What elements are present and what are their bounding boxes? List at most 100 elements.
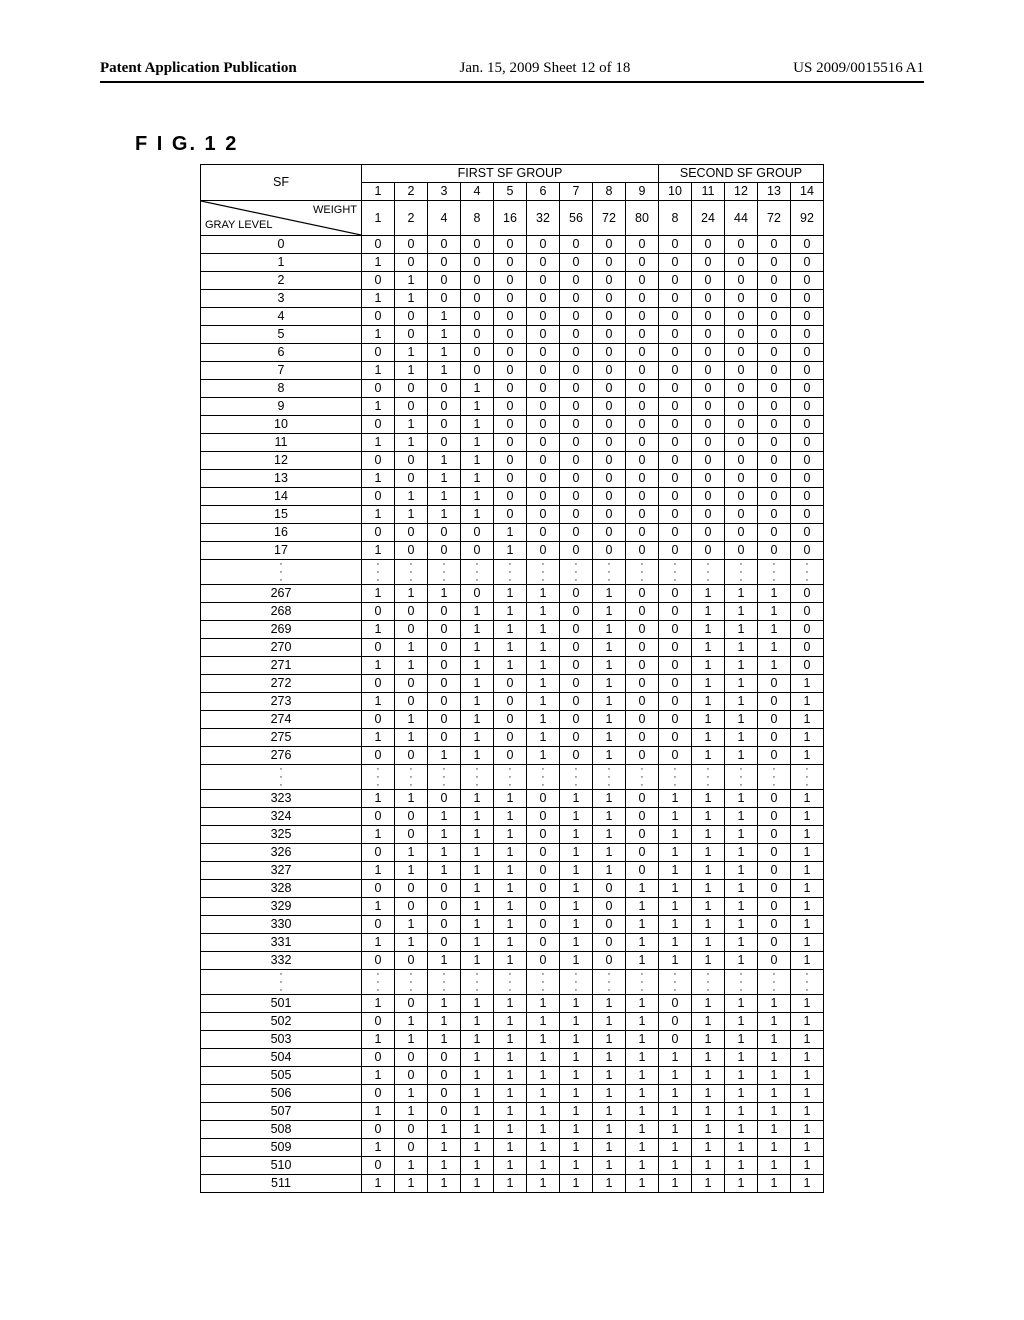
cell-323-1: 1 [362,790,395,808]
cell-508-7: 1 [560,1121,593,1139]
cell-510-2: 1 [395,1157,428,1175]
cell-510-13: 1 [758,1157,791,1175]
cell-508-12: 1 [725,1121,758,1139]
cell-507-2: 1 [395,1103,428,1121]
cell-0-8: 0 [593,236,626,254]
cell-275-3: 0 [428,729,461,747]
cell-508-10: 1 [659,1121,692,1139]
cell-331-13: 0 [758,934,791,952]
cell-324-3: 1 [428,808,461,826]
cell-505-10: 1 [659,1067,692,1085]
page-header: Patent Application Publication Jan. 15, … [100,60,924,83]
cell-2-5: 0 [494,272,527,290]
cell-507-13: 1 [758,1103,791,1121]
cell-6-4: 0 [461,344,494,362]
cell-9-13: 0 [758,398,791,416]
cell-511-1: 1 [362,1175,395,1193]
cell-11-3: 0 [428,434,461,452]
cell-507-1: 1 [362,1103,395,1121]
cell-501-7: 1 [560,995,593,1013]
cell-275-5: 0 [494,729,527,747]
vdots-cell: ··· [692,765,725,790]
cell-268-14: 0 [791,603,824,621]
cell-505-8: 1 [593,1067,626,1085]
cell-5-1: 1 [362,326,395,344]
cell-511-3: 1 [428,1175,461,1193]
cell-0-1: 0 [362,236,395,254]
cell-272-5: 0 [494,675,527,693]
cell-506-11: 1 [692,1085,725,1103]
vdots-cell: ··· [725,970,758,995]
cell-276-14: 1 [791,747,824,765]
cell-13-14: 0 [791,470,824,488]
cell-267-10: 0 [659,585,692,603]
cell-12-3: 1 [428,452,461,470]
cell-328-4: 1 [461,880,494,898]
cell-8-9: 0 [626,380,659,398]
cell-274-12: 1 [725,711,758,729]
cell-16-9: 0 [626,524,659,542]
cell-324-6: 0 [527,808,560,826]
cell-267-3: 1 [428,585,461,603]
vdots-cell: ··· [362,765,395,790]
cell-4-8: 0 [593,308,626,326]
vdots-cell: ··· [395,970,428,995]
cell-5-9: 0 [626,326,659,344]
cell-329-1: 1 [362,898,395,916]
cell-509-7: 1 [560,1139,593,1157]
cell-4-14: 0 [791,308,824,326]
cell-15-12: 0 [725,506,758,524]
vdots-cell: ··· [362,560,395,585]
weight-12: 44 [725,201,758,236]
cell-4-3: 1 [428,308,461,326]
cell-510-9: 1 [626,1157,659,1175]
cell-0-13: 0 [758,236,791,254]
cell-2-7: 0 [560,272,593,290]
cell-2-1: 0 [362,272,395,290]
cell-330-12: 1 [725,916,758,934]
graylevel-275: 275 [201,729,362,747]
cell-501-5: 1 [494,995,527,1013]
cell-271-13: 1 [758,657,791,675]
cell-0-9: 0 [626,236,659,254]
cell-326-2: 1 [395,844,428,862]
cell-324-8: 1 [593,808,626,826]
sf-header-cell: SF [201,165,362,201]
cell-11-4: 1 [461,434,494,452]
cell-16-10: 0 [659,524,692,542]
cell-7-14: 0 [791,362,824,380]
graylevel-0: 0 [201,236,362,254]
cell-268-2: 0 [395,603,428,621]
cell-502-11: 1 [692,1013,725,1031]
cell-16-8: 0 [593,524,626,542]
cell-510-1: 0 [362,1157,395,1175]
cell-507-14: 1 [791,1103,824,1121]
cell-332-12: 1 [725,952,758,970]
cell-15-11: 0 [692,506,725,524]
cell-268-12: 1 [725,603,758,621]
cell-13-12: 0 [725,470,758,488]
cell-274-5: 0 [494,711,527,729]
cell-14-11: 0 [692,488,725,506]
cell-502-8: 1 [593,1013,626,1031]
cell-3-9: 0 [626,290,659,308]
cell-16-6: 0 [527,524,560,542]
cell-274-6: 1 [527,711,560,729]
cell-275-14: 1 [791,729,824,747]
cell-15-9: 0 [626,506,659,524]
cell-7-1: 1 [362,362,395,380]
cell-331-12: 1 [725,934,758,952]
cell-504-12: 1 [725,1049,758,1067]
cell-268-7: 0 [560,603,593,621]
cell-14-1: 0 [362,488,395,506]
cell-275-2: 1 [395,729,428,747]
cell-14-5: 0 [494,488,527,506]
cell-275-9: 0 [626,729,659,747]
cell-17-1: 1 [362,542,395,560]
cell-507-11: 1 [692,1103,725,1121]
cell-326-4: 1 [461,844,494,862]
graylevel-508: 508 [201,1121,362,1139]
cell-0-3: 0 [428,236,461,254]
cell-326-13: 0 [758,844,791,862]
cell-506-3: 0 [428,1085,461,1103]
